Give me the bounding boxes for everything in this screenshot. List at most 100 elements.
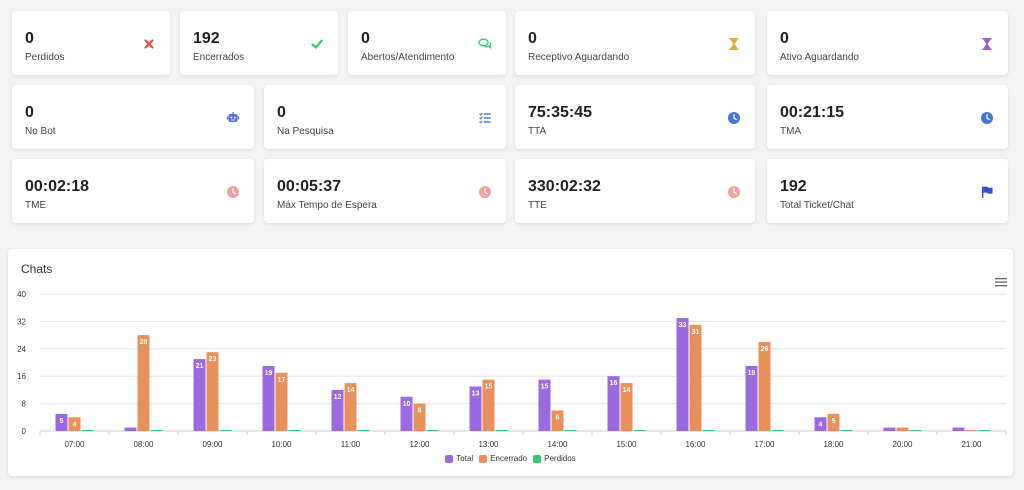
data-label: 19	[748, 370, 756, 377]
bar-total[interactable]	[193, 359, 206, 431]
bar-total[interactable]	[952, 427, 965, 431]
bar-perdidos[interactable]	[564, 430, 577, 431]
stat-card-perdidos: 0 Perdidos	[12, 11, 170, 75]
x-tick-label: 17:00	[754, 440, 775, 449]
bar-perdidos[interactable]	[357, 430, 370, 431]
hourglass-icon	[727, 37, 741, 51]
x-tick-label: 12:00	[409, 440, 430, 449]
stat-label: Na Pesquisa	[277, 126, 334, 137]
legend-item-perdidos[interactable]: Perdidos	[533, 454, 576, 463]
data-label: 10	[403, 401, 411, 408]
data-label: 12	[334, 394, 342, 401]
bar-perdidos[interactable]	[771, 430, 784, 431]
bar-perdidos[interactable]	[702, 430, 715, 431]
bar-total[interactable]	[745, 365, 758, 431]
bar-encerrado[interactable]	[137, 335, 150, 431]
data-label: 4	[73, 421, 77, 428]
bar-total[interactable]	[538, 379, 551, 431]
x-tick-label: 15:00	[616, 440, 637, 449]
data-label: 16	[610, 380, 618, 387]
x-tick-label: 07:00	[64, 440, 85, 449]
bar-perdidos[interactable]	[840, 430, 853, 431]
bar-encerrado[interactable]	[896, 427, 909, 431]
data-label: 5	[60, 418, 64, 425]
data-label: 8	[418, 408, 422, 415]
x-tick-label: 18:00	[823, 440, 844, 449]
clock-icon	[226, 185, 240, 199]
stat-value: 0	[528, 30, 537, 47]
bar-encerrado[interactable]	[758, 341, 771, 431]
bar-encerrado[interactable]	[68, 417, 81, 431]
bar-encerrado[interactable]	[551, 410, 564, 431]
bar-encerrado[interactable]	[965, 430, 978, 431]
bar-encerrado[interactable]	[344, 383, 357, 431]
data-label: 23	[209, 356, 217, 363]
bar-total[interactable]	[814, 417, 827, 431]
data-label: 6	[556, 414, 560, 421]
stat-label: TME	[25, 200, 47, 211]
stat-card-na-pesquisa: 0 Na Pesquisa	[264, 85, 506, 149]
bar-perdidos[interactable]	[81, 430, 94, 431]
y-tick-label: 16	[17, 372, 26, 381]
chats-chart-card: Chats 0 8 16 24 32 40 07:00 5 4 08:00 28 09:00 21 23 1…	[8, 249, 1013, 476]
bar-total[interactable]	[607, 376, 620, 431]
stat-label: Perdidos	[25, 52, 65, 63]
bar-perdidos[interactable]	[633, 430, 646, 431]
bar-total[interactable]	[124, 427, 137, 431]
bar-perdidos[interactable]	[978, 430, 991, 431]
legend-item-encerrado[interactable]: Encerrado	[479, 454, 527, 463]
bar-perdidos[interactable]	[288, 430, 301, 431]
bar-total[interactable]	[676, 317, 689, 431]
legend-label: Encerrado	[490, 454, 528, 463]
bar-encerrado[interactable]	[482, 379, 495, 431]
flag-icon	[980, 185, 994, 199]
bar-encerrado[interactable]	[275, 372, 288, 431]
close-icon	[142, 37, 156, 51]
bar-total[interactable]	[331, 389, 344, 431]
clock-icon	[478, 185, 492, 199]
bar-total[interactable]	[262, 365, 275, 431]
legend-swatch	[479, 454, 488, 463]
x-tick-label: 11:00	[341, 440, 361, 449]
bar-perdidos[interactable]	[426, 430, 439, 431]
bar-total[interactable]	[400, 396, 413, 431]
legend-label: Perdidos	[544, 454, 576, 463]
stat-value: 192	[780, 178, 807, 195]
legend-label: Total	[456, 454, 474, 463]
legend-item-total[interactable]: Total	[445, 454, 473, 463]
stat-value: 00:02:18	[25, 178, 90, 195]
stat-value: 0	[361, 30, 370, 47]
x-tick-label: 13:00	[478, 440, 499, 449]
bar-perdidos[interactable]	[150, 430, 163, 431]
y-tick-label: 40	[17, 290, 26, 299]
bar-encerrado[interactable]	[827, 413, 840, 431]
bar-total[interactable]	[469, 386, 482, 431]
bar-encerrado[interactable]	[206, 352, 219, 431]
stat-card-no-bot: 0 No Bot	[12, 85, 254, 149]
bar-perdidos[interactable]	[495, 430, 508, 431]
stat-label: TMA	[780, 126, 802, 137]
chart-legend: Total Encerrado Perdidos	[8, 454, 1013, 465]
clock-icon	[727, 185, 741, 199]
bar-perdidos[interactable]	[909, 430, 922, 431]
x-tick-label: 09:00	[202, 440, 223, 449]
data-label: 21	[196, 363, 204, 370]
stat-card-receptivo-aguardando: 0 Receptivo Aguardando	[515, 11, 755, 75]
stat-card-tte: 330:02:32 TTE	[515, 159, 755, 223]
stat-label: Receptivo Aguardando	[528, 52, 630, 63]
stat-value: 0	[780, 30, 789, 47]
data-label: 15	[541, 384, 549, 391]
bar-total[interactable]	[883, 427, 896, 431]
stat-value: 0	[25, 104, 34, 121]
menu-icon[interactable]	[995, 277, 1007, 287]
stat-value: 192	[193, 30, 220, 47]
bar-chart: 0 8 16 24 32 40 07:00 5 4 08:00 28 09:00 21 23 10:00 19…	[17, 290, 1007, 449]
data-label: 17	[278, 377, 286, 384]
stat-label: Abertos/Atendimento	[361, 52, 455, 63]
data-label: 28	[140, 339, 148, 346]
bar-encerrado[interactable]	[689, 324, 702, 431]
bar-encerrado[interactable]	[620, 383, 633, 431]
bar-total[interactable]	[55, 413, 68, 431]
bar-perdidos[interactable]	[219, 430, 232, 431]
bar-encerrado[interactable]	[413, 403, 426, 431]
